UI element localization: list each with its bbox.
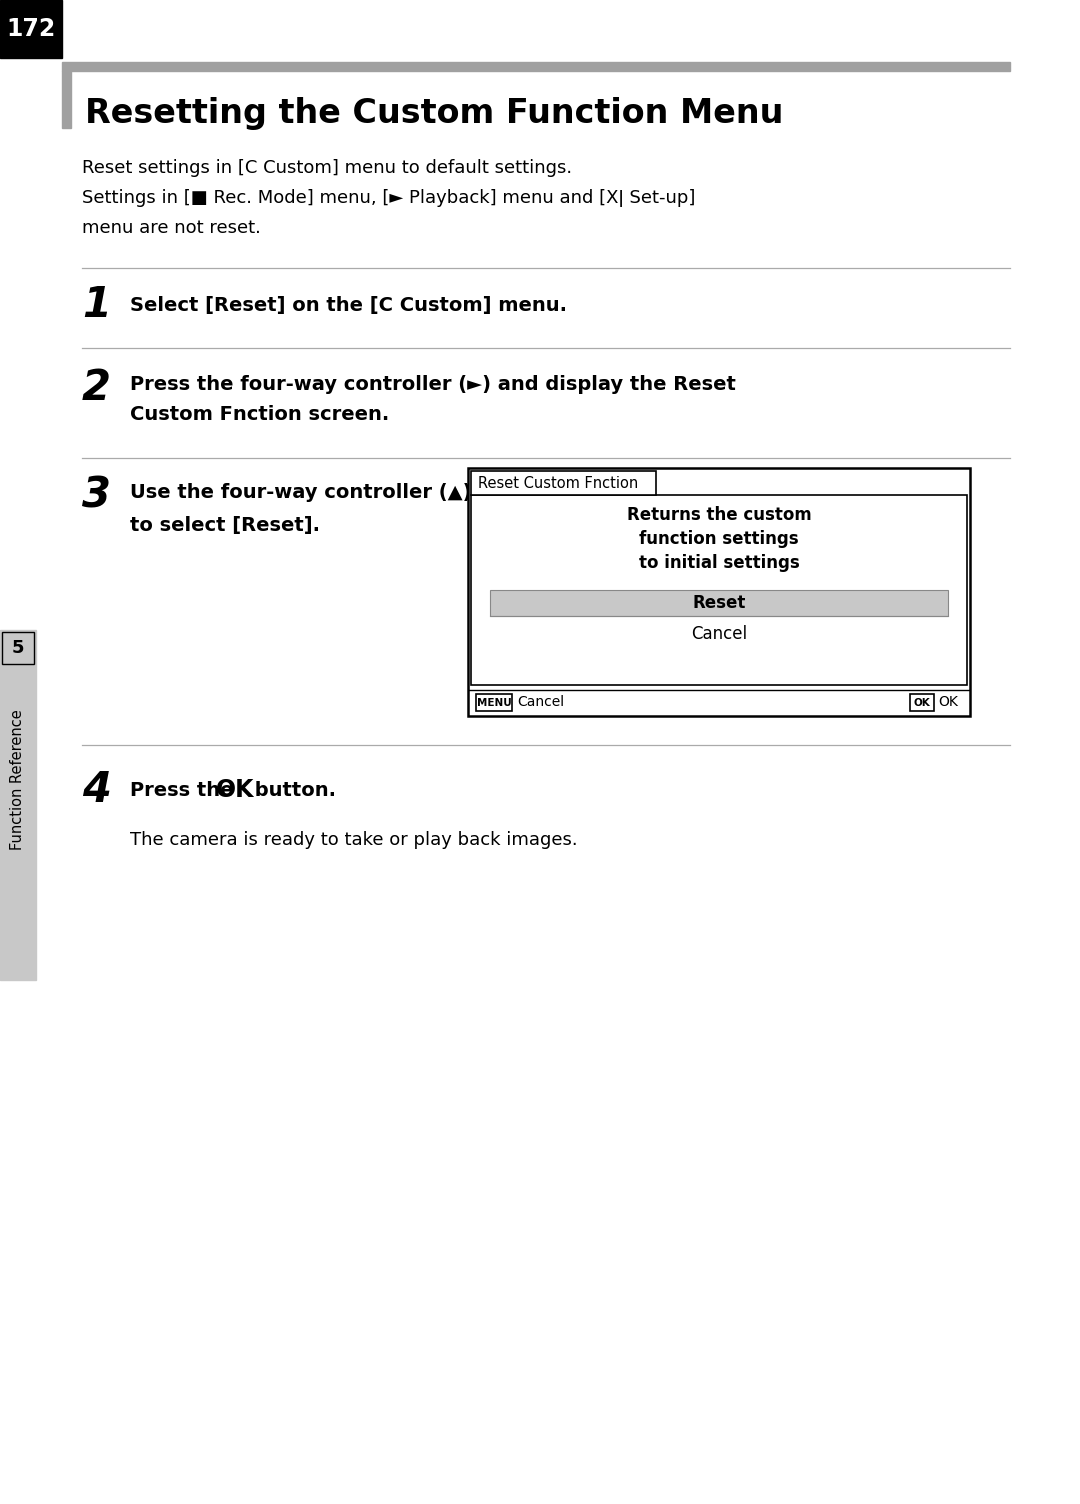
Bar: [471, 471, 656, 495]
Bar: [0, 0, 62, 59]
Text: 1: 1: [82, 284, 111, 326]
Text: Reset: Reset: [692, 594, 745, 612]
Bar: [490, 590, 948, 617]
Text: The camera is ready to take or play back images.: The camera is ready to take or play back…: [130, 832, 578, 848]
Text: Cancel: Cancel: [691, 626, 747, 644]
Text: MENU: MENU: [476, 698, 511, 707]
Bar: [62, 71, 71, 128]
Text: OK: OK: [939, 695, 958, 710]
Bar: [910, 693, 934, 711]
Text: 172: 172: [6, 17, 56, 41]
Text: menu are not reset.: menu are not reset.: [82, 220, 261, 238]
Bar: [476, 693, 512, 711]
Text: button.: button.: [248, 781, 336, 800]
Text: 4: 4: [82, 769, 111, 811]
Text: Function Reference: Function Reference: [11, 710, 26, 850]
Text: Press the: Press the: [130, 781, 240, 800]
Text: Resetting the Custom Function Menu: Resetting the Custom Function Menu: [85, 96, 783, 129]
Text: Returns the custom: Returns the custom: [626, 505, 811, 523]
Text: to select [Reset].: to select [Reset].: [130, 516, 320, 534]
Text: 3: 3: [82, 474, 111, 516]
Bar: [468, 468, 970, 716]
Text: Settings in [■ Rec. Mode] menu, [► Playback] menu and [Xǀ Set-up]: Settings in [■ Rec. Mode] menu, [► Playb…: [82, 190, 696, 208]
Bar: [62, 62, 1010, 71]
Text: Use the four-way controller (▲): Use the four-way controller (▲): [130, 483, 472, 501]
Bar: [471, 495, 967, 684]
Bar: [0, 630, 36, 981]
Text: 5: 5: [12, 639, 24, 657]
Text: Custom Fnction screen.: Custom Fnction screen.: [130, 406, 389, 424]
Text: OK: OK: [216, 778, 255, 802]
Text: function settings: function settings: [639, 529, 799, 547]
Text: OK: OK: [914, 698, 930, 707]
Text: Reset settings in [C Custom] menu to default settings.: Reset settings in [C Custom] menu to def…: [82, 159, 572, 177]
Text: 2: 2: [82, 367, 111, 409]
Text: Cancel: Cancel: [517, 695, 564, 710]
Text: Reset Custom Fnction: Reset Custom Fnction: [478, 475, 638, 490]
Text: Select [Reset] on the [C Custom] menu.: Select [Reset] on the [C Custom] menu.: [130, 295, 567, 314]
Text: Press the four-way controller (►) and display the Reset: Press the four-way controller (►) and di…: [130, 376, 735, 394]
Bar: [2, 632, 33, 663]
Text: to initial settings: to initial settings: [638, 553, 799, 572]
